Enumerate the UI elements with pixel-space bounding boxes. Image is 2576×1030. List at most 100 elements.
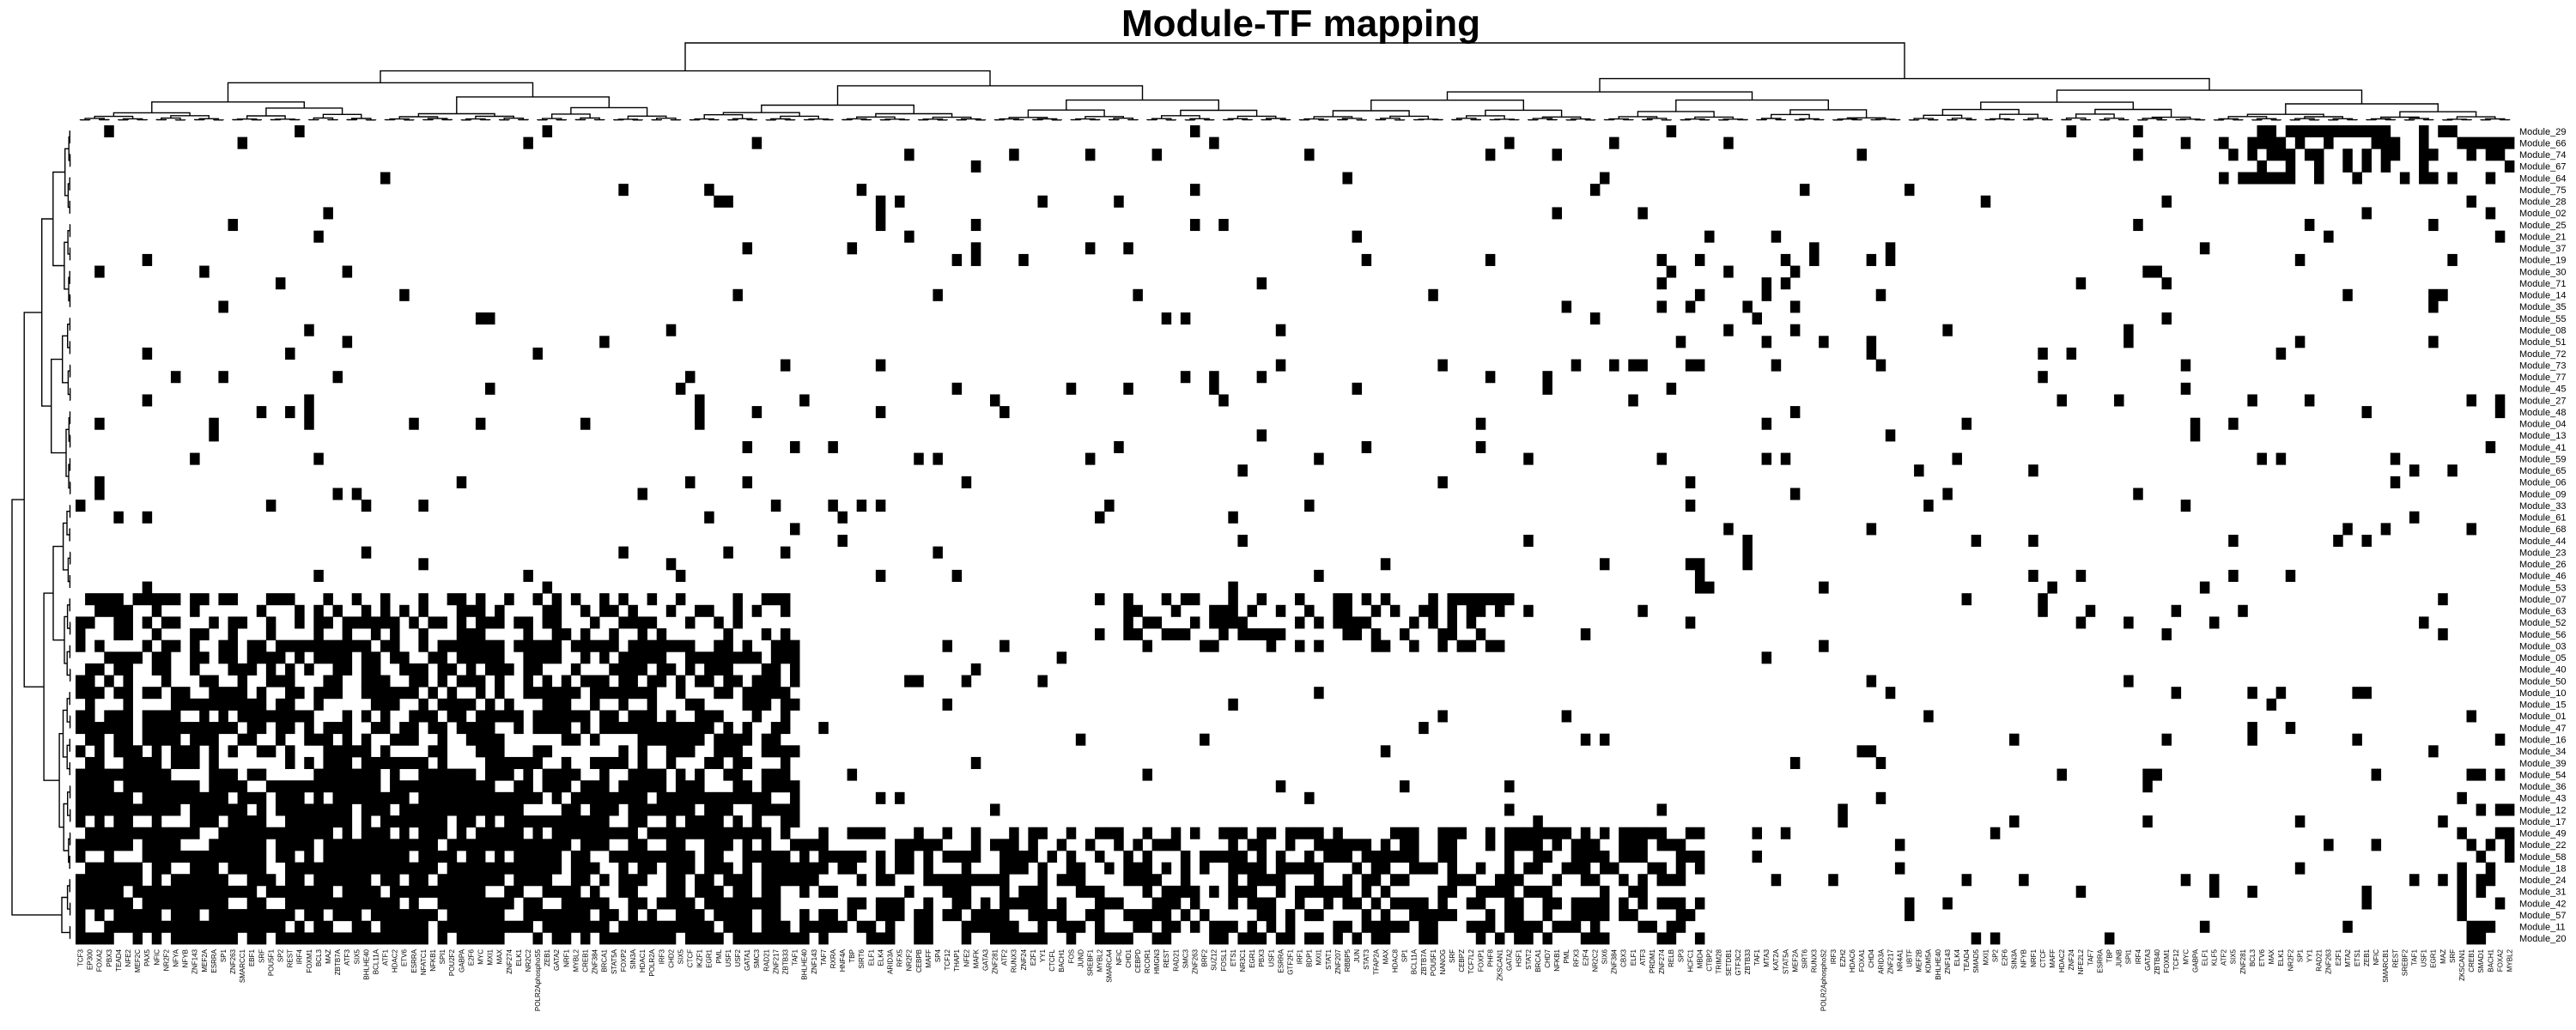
heatmap-cell <box>1789 324 1801 336</box>
heatmap-cell <box>161 663 172 676</box>
heatmap-cell <box>809 862 819 875</box>
heatmap-cell <box>1056 651 1067 664</box>
column-label: SP2 <box>277 948 285 962</box>
heatmap-cell <box>228 663 238 676</box>
heatmap-cell <box>132 885 143 898</box>
heatmap-cell <box>742 733 753 746</box>
heatmap-cell <box>1170 897 1182 910</box>
heatmap-cell <box>123 862 133 875</box>
heatmap-cell <box>1189 885 1200 898</box>
heatmap-cell <box>590 639 600 652</box>
heatmap-cell <box>1209 604 1219 617</box>
heatmap-cell <box>437 722 448 735</box>
heatmap-cell <box>1504 897 1515 910</box>
heatmap-cell <box>856 500 867 512</box>
heatmap-cell <box>428 745 438 758</box>
heatmap-cell <box>151 710 162 723</box>
heatmap-cell <box>380 862 391 875</box>
heatmap-cell <box>370 663 381 676</box>
heatmap-cell <box>780 745 791 758</box>
heatmap-cell <box>418 604 428 617</box>
heatmap-cell <box>304 815 314 828</box>
heatmap-cell <box>1256 593 1267 606</box>
heatmap-cell <box>513 616 524 629</box>
heatmap-cell <box>1437 359 1448 372</box>
heatmap-cell <box>751 687 762 700</box>
heatmap-cell <box>1123 932 1133 945</box>
heatmap-cell <box>732 909 743 922</box>
heatmap-cell <box>1600 827 1610 839</box>
heatmap-cell <box>465 885 477 898</box>
heatmap-cell <box>1419 920 1429 933</box>
column-label: BCL11A <box>372 948 380 974</box>
heatmap-cell <box>1314 862 1324 875</box>
heatmap-cell <box>1361 616 1372 629</box>
heatmap-cell <box>475 850 486 863</box>
heatmap-cell <box>218 897 228 910</box>
heatmap-cell <box>1656 839 1668 851</box>
column-label: ELF1 <box>867 948 875 966</box>
heatmap-cell <box>780 359 791 372</box>
heatmap-cell <box>1419 862 1429 875</box>
heatmap-cell <box>2171 687 2182 700</box>
heatmap-cell <box>2294 253 2306 266</box>
row-label: Module_67 <box>2519 162 2566 173</box>
heatmap-cell <box>1637 359 1648 372</box>
heatmap-cell <box>875 909 886 922</box>
heatmap-cell <box>180 920 191 933</box>
heatmap-cell <box>190 639 200 652</box>
heatmap-cell <box>942 698 953 711</box>
heatmap-cell <box>942 827 953 839</box>
column-label: TAF7 <box>2087 948 2094 966</box>
heatmap-cell <box>237 710 248 723</box>
column-label: ZBTB7A <box>1420 948 1428 975</box>
heatmap-cell <box>1342 885 1352 898</box>
column-label: SP2 <box>1991 948 1999 962</box>
heatmap-cell <box>1761 417 1772 430</box>
heatmap-cell <box>85 593 95 606</box>
heatmap-cell <box>199 803 210 816</box>
heatmap-cell <box>361 616 372 629</box>
heatmap-cell <box>409 733 419 746</box>
heatmap-cell <box>828 885 838 898</box>
heatmap-cell <box>685 476 696 488</box>
heatmap-cell <box>151 909 162 922</box>
heatmap-cell <box>599 710 610 723</box>
heatmap-cell <box>2114 394 2124 407</box>
heatmap-cell <box>361 791 372 804</box>
heatmap-cell <box>704 862 714 875</box>
heatmap-cell <box>2038 593 2048 606</box>
heatmap-cell <box>1752 827 1762 839</box>
heatmap-cell <box>1218 219 1229 232</box>
heatmap-cell <box>447 885 458 898</box>
heatmap-cell <box>2304 394 2315 407</box>
heatmap-cell <box>751 136 762 149</box>
heatmap-cell <box>637 803 648 816</box>
heatmap-cell <box>1905 897 1915 910</box>
heatmap-cell <box>1295 639 1305 652</box>
heatmap-cell <box>332 862 343 875</box>
heatmap-cell <box>437 827 448 839</box>
heatmap-cell <box>895 791 905 804</box>
heatmap-cell <box>685 909 696 922</box>
heatmap-cell <box>94 756 105 769</box>
heatmap-cell <box>456 593 467 606</box>
column-label: MTA2 <box>2344 948 2352 966</box>
heatmap-cell <box>675 885 686 898</box>
heatmap-cell <box>675 803 686 816</box>
heatmap-cell <box>1494 604 1505 617</box>
heatmap-cell <box>2294 336 2306 348</box>
heatmap-cell <box>123 710 133 723</box>
heatmap-cell <box>370 687 381 700</box>
heatmap-cell <box>170 897 181 910</box>
heatmap-cell <box>142 756 153 769</box>
heatmap-cell <box>323 651 333 664</box>
heatmap-cell <box>199 920 210 933</box>
heatmap-cell <box>532 932 543 945</box>
heatmap-cell <box>580 839 591 851</box>
heatmap-cell <box>695 932 705 945</box>
heatmap-cell <box>390 698 400 711</box>
heatmap-cell <box>790 440 800 453</box>
column-label: SIX6 <box>1601 948 1609 964</box>
heatmap-cell <box>1542 827 1552 839</box>
